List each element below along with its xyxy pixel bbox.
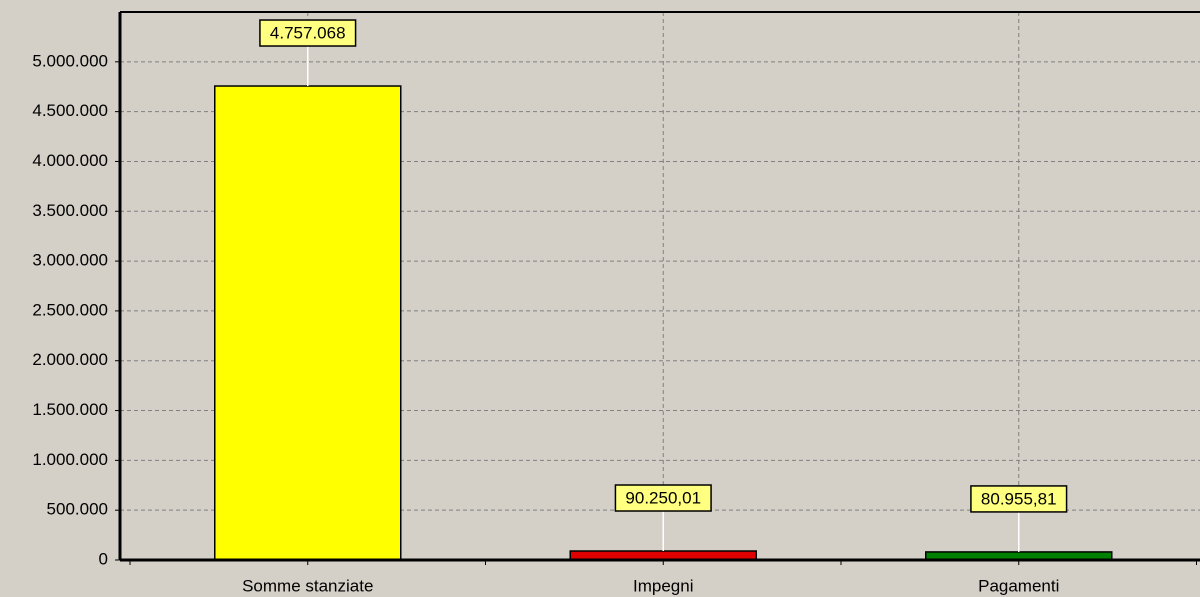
y-tick-label: 500.000 bbox=[47, 500, 108, 519]
y-tick-label: 2.000.000 bbox=[32, 350, 108, 369]
value-label-box bbox=[614, 484, 712, 512]
value-label: 90.250,01 bbox=[625, 488, 701, 507]
x-tick-label: Somme stanziate bbox=[242, 576, 373, 595]
y-tick-label: 3.000.000 bbox=[32, 251, 108, 270]
y-tick-label: 2.500.000 bbox=[32, 300, 108, 319]
y-tick-label: 5.000.000 bbox=[32, 51, 108, 70]
x-tick-label: Impegni bbox=[633, 576, 693, 595]
y-tick-label: 3.500.000 bbox=[32, 201, 108, 220]
value-label: 4.757.068 bbox=[270, 24, 346, 43]
value-label-box bbox=[259, 19, 357, 47]
bar bbox=[214, 85, 402, 561]
y-tick-label: 4.500.000 bbox=[32, 101, 108, 120]
y-tick-label: 1.000.000 bbox=[32, 450, 108, 469]
y-tick-label: 4.000.000 bbox=[32, 151, 108, 170]
y-tick-label: 1.500.000 bbox=[32, 400, 108, 419]
y-tick-label: 0 bbox=[99, 549, 108, 568]
x-tick-label: Pagamenti bbox=[978, 576, 1059, 595]
value-label-box bbox=[970, 485, 1068, 513]
value-label: 80.955,81 bbox=[981, 489, 1057, 508]
